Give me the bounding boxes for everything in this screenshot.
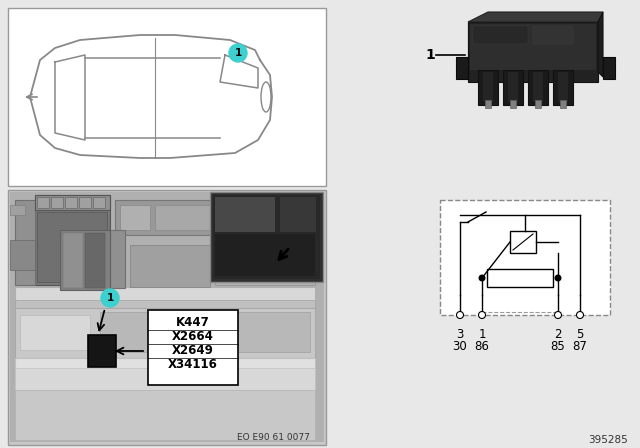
Bar — [215, 234, 315, 276]
Text: 86: 86 — [475, 340, 490, 353]
Bar — [483, 72, 493, 102]
Bar — [20, 315, 90, 350]
Bar — [535, 100, 541, 108]
Text: 85: 85 — [550, 340, 565, 353]
Bar — [10, 240, 35, 270]
Bar — [63, 233, 83, 288]
Polygon shape — [468, 12, 603, 22]
Bar — [470, 24, 596, 70]
Bar — [510, 100, 516, 108]
Bar — [155, 205, 210, 230]
Bar — [79, 197, 91, 208]
Bar — [553, 70, 573, 105]
Bar — [88, 335, 116, 367]
Bar — [603, 57, 615, 79]
Circle shape — [577, 311, 584, 319]
Circle shape — [101, 289, 119, 307]
Bar — [100, 312, 310, 352]
Bar — [533, 72, 543, 102]
Bar — [65, 197, 77, 208]
Text: 2: 2 — [554, 328, 562, 341]
Text: X2664: X2664 — [172, 331, 214, 344]
Bar — [213, 195, 320, 279]
Circle shape — [229, 44, 247, 62]
Bar — [110, 230, 125, 288]
Text: 1: 1 — [478, 328, 486, 341]
Circle shape — [554, 311, 561, 319]
Bar — [15, 390, 315, 440]
Bar — [15, 300, 315, 308]
Bar — [487, 269, 553, 287]
Bar — [8, 190, 326, 445]
Bar — [558, 72, 568, 102]
Text: 87: 87 — [573, 340, 588, 353]
Bar — [560, 100, 566, 108]
Bar — [215, 250, 315, 285]
Bar — [456, 57, 468, 79]
Text: 1: 1 — [425, 48, 435, 62]
Text: 1: 1 — [106, 293, 114, 303]
Bar — [60, 230, 110, 290]
Bar — [210, 192, 323, 282]
Bar — [533, 26, 573, 44]
Bar — [508, 72, 518, 102]
Text: X34116: X34116 — [168, 358, 218, 371]
Bar — [85, 233, 105, 288]
Bar — [280, 197, 316, 232]
Bar — [10, 192, 324, 442]
Bar — [130, 245, 210, 287]
Bar — [468, 22, 598, 82]
Circle shape — [456, 311, 463, 319]
Bar — [15, 200, 35, 285]
Polygon shape — [598, 12, 603, 77]
Bar — [220, 195, 318, 250]
Bar — [15, 308, 315, 358]
Text: X2649: X2649 — [172, 345, 214, 358]
Text: K447: K447 — [176, 316, 210, 329]
Bar — [8, 8, 326, 186]
Bar — [15, 358, 315, 370]
Text: EO E90 61 0077: EO E90 61 0077 — [237, 432, 310, 441]
Bar — [440, 200, 610, 315]
Polygon shape — [468, 22, 598, 72]
Bar — [37, 212, 107, 282]
Bar — [15, 287, 315, 305]
Bar — [478, 70, 498, 105]
Bar — [225, 200, 313, 245]
Bar — [503, 70, 523, 105]
Text: 3: 3 — [456, 328, 464, 341]
Bar — [148, 310, 238, 385]
Bar — [510, 231, 536, 253]
Bar — [35, 195, 110, 210]
Text: 5: 5 — [576, 328, 584, 341]
Text: 395285: 395285 — [588, 435, 628, 445]
Bar — [120, 205, 150, 230]
Bar — [93, 197, 105, 208]
Bar — [10, 205, 25, 215]
Bar — [37, 197, 49, 208]
Text: 30: 30 — [452, 340, 467, 353]
Bar — [215, 197, 275, 232]
Text: 1: 1 — [234, 48, 242, 58]
Bar — [115, 200, 215, 235]
Bar — [51, 197, 63, 208]
Bar — [35, 195, 110, 285]
Bar — [485, 100, 491, 108]
Bar — [473, 26, 528, 44]
Circle shape — [554, 275, 561, 281]
Circle shape — [479, 311, 486, 319]
Circle shape — [479, 275, 486, 281]
Bar — [15, 368, 315, 393]
Bar — [528, 70, 548, 105]
